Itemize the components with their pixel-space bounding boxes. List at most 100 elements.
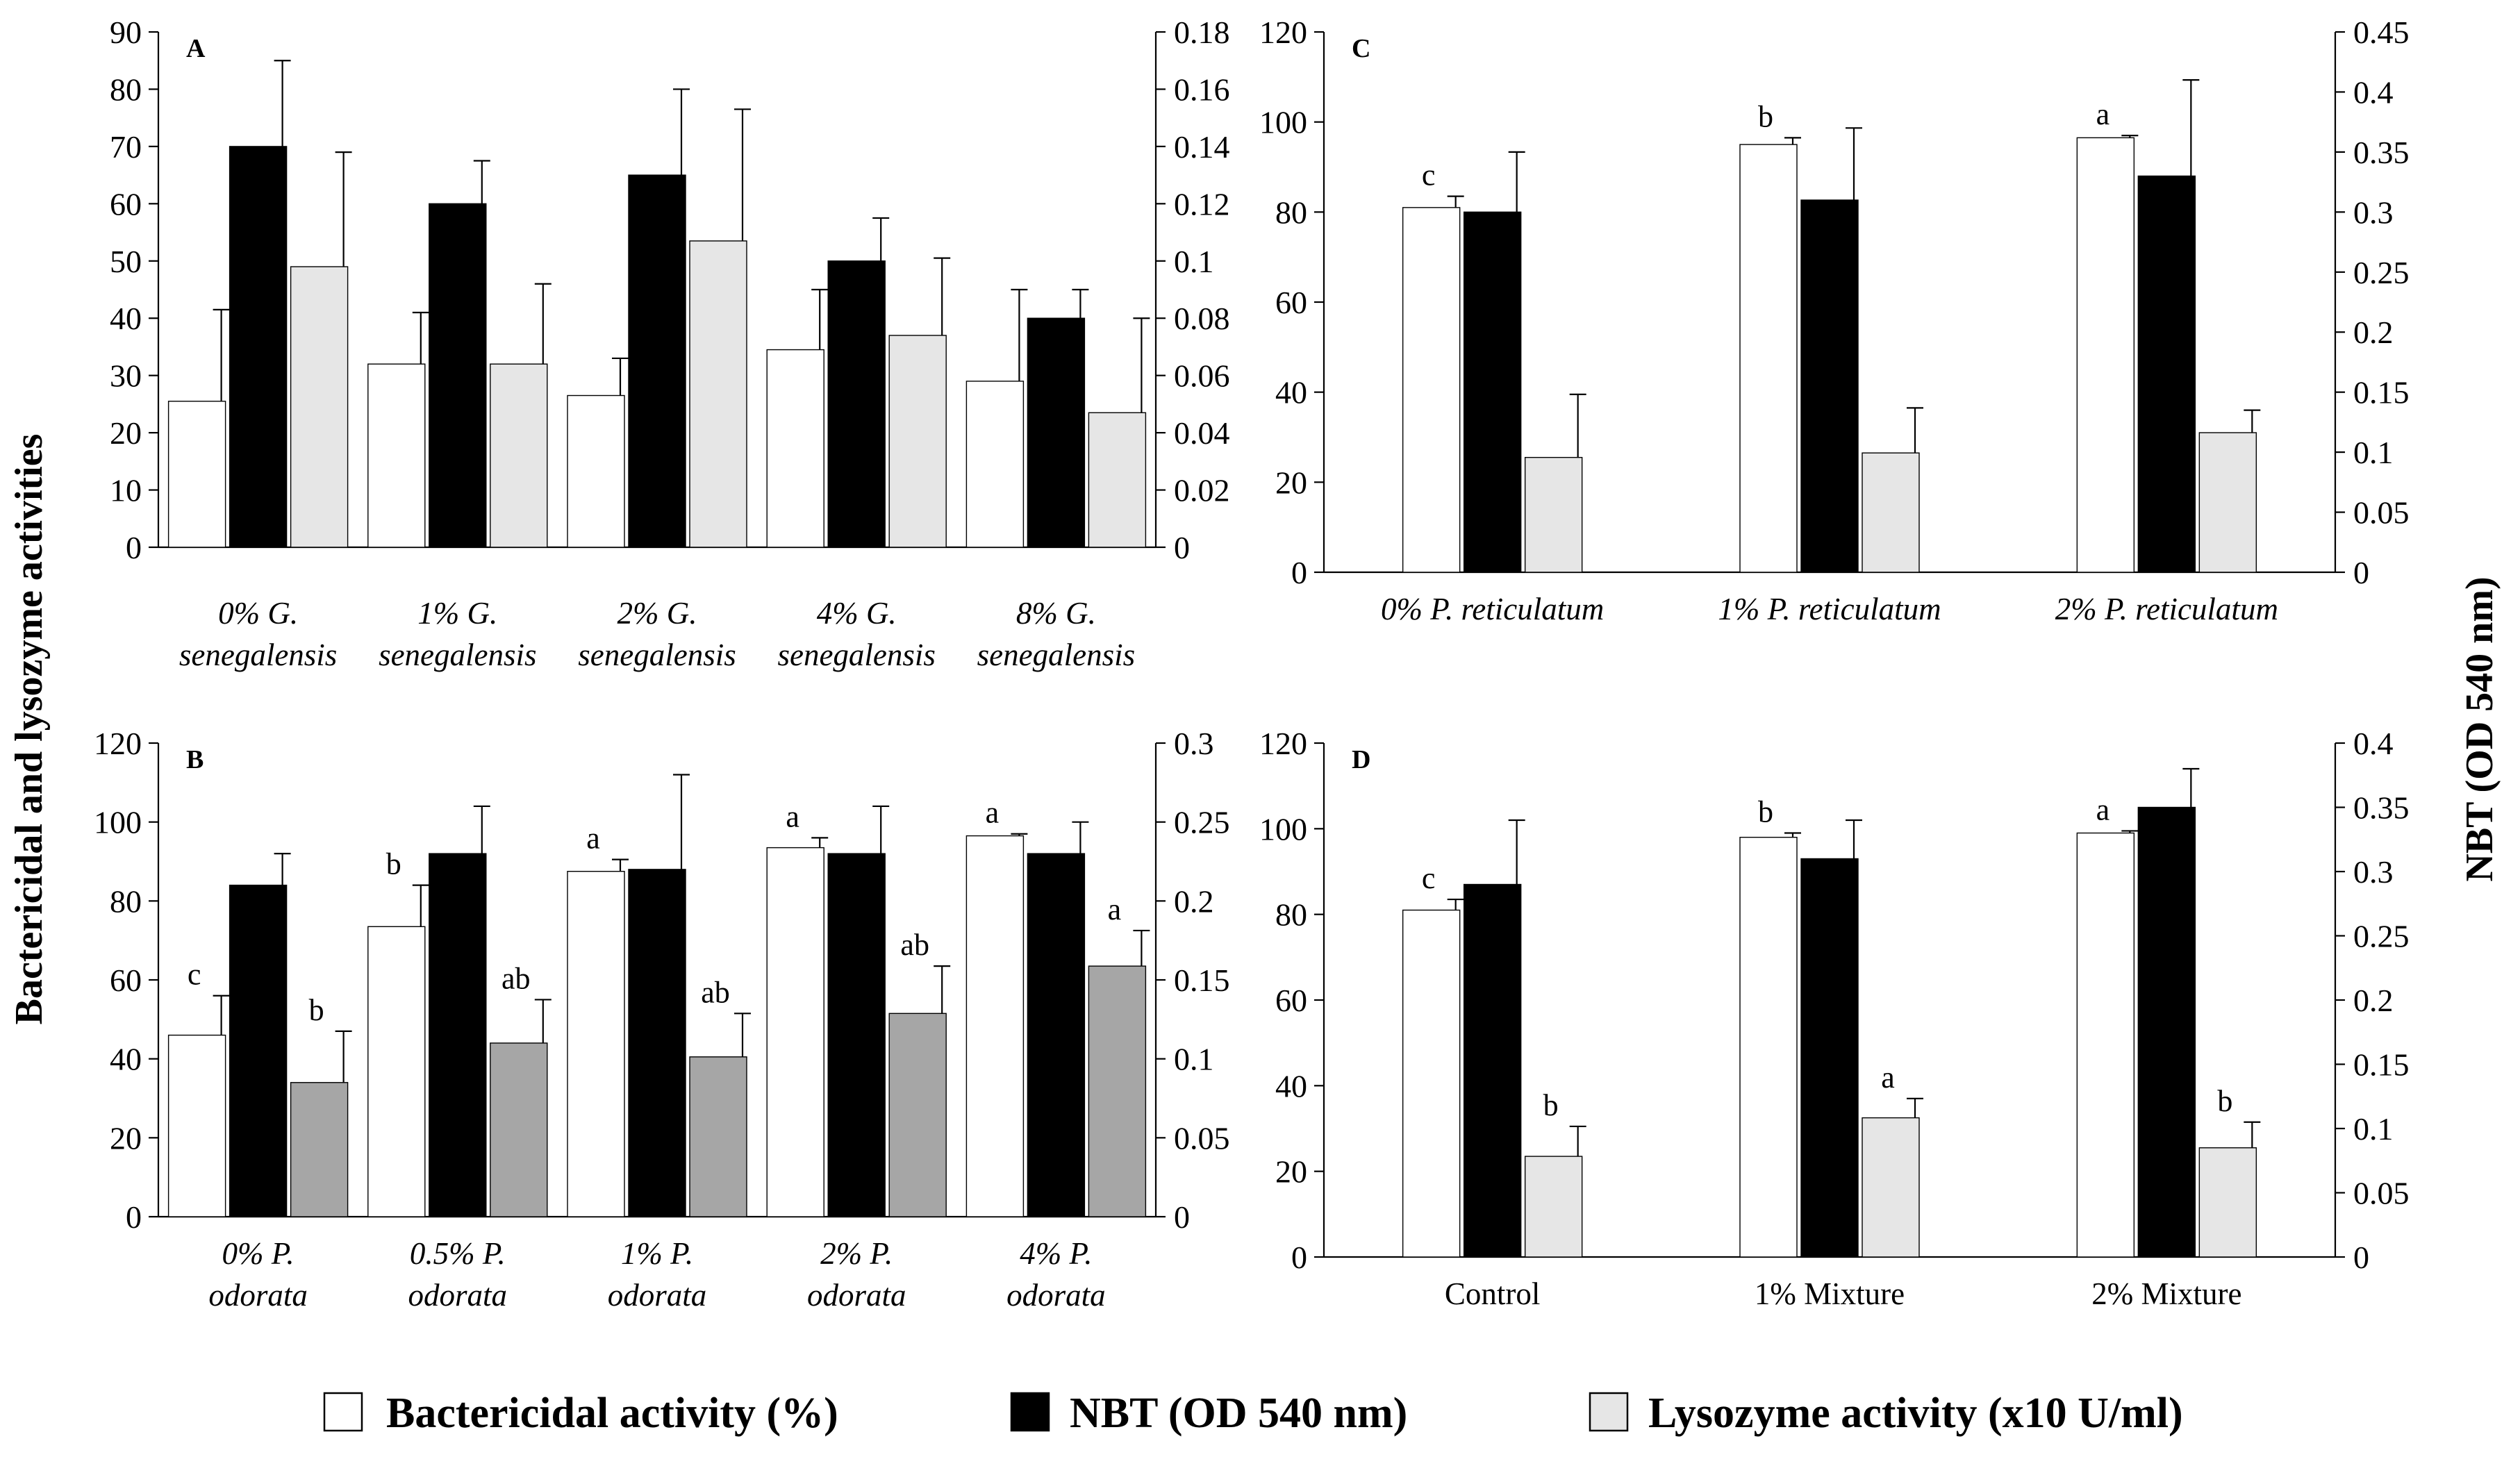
left-tick-label: 20 bbox=[1275, 1154, 1307, 1190]
left-tick-label: 50 bbox=[110, 244, 142, 279]
left-tick-label: 60 bbox=[110, 186, 142, 222]
bar-bactericidal bbox=[367, 363, 426, 548]
right-tick-label: 0.2 bbox=[1174, 883, 1214, 919]
right-tick-label: 0.05 bbox=[1174, 1120, 1230, 1156]
bar-nbt bbox=[429, 203, 487, 548]
right-tick-label: 0.1 bbox=[1174, 1042, 1214, 1077]
legend-label-lysozyme: Lysozyme activity (x10 U/ml) bbox=[1648, 1390, 2183, 1437]
left-tick-label: 20 bbox=[110, 415, 142, 451]
panel-b: 0 20 40 60 80 100 120 0 0.05 0.1 0.15 0.2 0.25 0.3 B 0%… bbox=[94, 726, 1230, 1313]
significance-label: c bbox=[1422, 861, 1436, 895]
category-label: 2% P. bbox=[820, 1236, 893, 1271]
left-tick-label: 0 bbox=[1291, 555, 1307, 590]
bar-bactericidal bbox=[766, 847, 824, 1217]
left-tick-label: 80 bbox=[110, 72, 142, 107]
bar-lysozyme bbox=[1088, 412, 1147, 548]
right-tick-label: 0.14 bbox=[1174, 129, 1230, 165]
right-tick-label: 0.08 bbox=[1174, 301, 1230, 336]
left-tick-label: 40 bbox=[110, 301, 142, 336]
left-tick-label: 60 bbox=[1275, 285, 1307, 320]
legend: Bactericidal activity (%) NBT (OD 540 nm… bbox=[323, 1390, 2183, 1437]
left-tick-label: 0 bbox=[126, 1199, 142, 1235]
right-tick-label: 0 bbox=[2353, 555, 2369, 590]
significance-label: a bbox=[986, 796, 1000, 830]
category-label: odorata bbox=[807, 1278, 906, 1313]
bar-nbt bbox=[1027, 317, 1086, 548]
bar-lysozyme bbox=[1862, 452, 1920, 573]
significance-label: a bbox=[2096, 97, 2110, 131]
bar-nbt bbox=[827, 260, 886, 548]
bar-bactericidal bbox=[1739, 836, 1798, 1258]
right-tick-label: 0.1 bbox=[2353, 435, 2394, 470]
bar-nbt bbox=[628, 174, 686, 548]
legend-swatch-bactericidal bbox=[323, 1392, 363, 1432]
right-tick-label: 0.05 bbox=[2353, 1176, 2410, 1211]
legend-label-nbt: NBT (OD 540 nm) bbox=[1070, 1390, 1407, 1437]
significance-label: c bbox=[1422, 158, 1436, 192]
significance-label: b bbox=[2217, 1084, 2232, 1118]
left-tick-label: 0 bbox=[1291, 1240, 1307, 1275]
category-label: 0% P. bbox=[222, 1236, 295, 1271]
left-tick-label: 20 bbox=[1275, 465, 1307, 500]
bar-bactericidal bbox=[567, 394, 625, 548]
right-axis-label: NBT (OD 540 nm) bbox=[2458, 576, 2501, 881]
bar-lysozyme bbox=[490, 363, 548, 548]
significance-label: b bbox=[1758, 795, 1773, 829]
right-tick-label: 0 bbox=[1174, 1199, 1190, 1235]
category-label: senegalensis bbox=[379, 638, 536, 672]
category-label: senegalensis bbox=[777, 638, 935, 672]
right-tick-label: 0.18 bbox=[1174, 15, 1230, 50]
right-tick-label: 0 bbox=[1174, 530, 1190, 565]
bar-nbt bbox=[229, 146, 288, 548]
category-label: 1% P. reticulatum bbox=[1718, 592, 1941, 626]
right-tick-label: 0.4 bbox=[2353, 726, 2394, 761]
left-tick-label: 40 bbox=[1275, 1068, 1307, 1104]
bar-nbt bbox=[628, 869, 686, 1217]
panel-letter: A bbox=[186, 34, 206, 63]
bar-bactericidal bbox=[1402, 207, 1461, 573]
left-tick-label: 120 bbox=[94, 726, 142, 761]
left-tick-label: 80 bbox=[110, 883, 142, 919]
significance-label: c bbox=[188, 958, 201, 992]
bar-nbt bbox=[1463, 211, 1522, 573]
bar-lysozyme bbox=[1088, 965, 1147, 1217]
left-tick-label: 100 bbox=[1259, 105, 1307, 140]
bar-nbt bbox=[429, 853, 487, 1217]
bar-lysozyme bbox=[290, 266, 349, 548]
bar-bactericidal bbox=[965, 381, 1025, 548]
left-tick-label: 90 bbox=[110, 15, 142, 50]
right-tick-label: 0.15 bbox=[2353, 375, 2410, 410]
bar-lysozyme bbox=[490, 1042, 548, 1217]
significance-label: a bbox=[1881, 1060, 1895, 1094]
bar-lysozyme bbox=[689, 240, 747, 548]
category-label: 0% G. bbox=[218, 596, 298, 631]
right-tick-label: 0.3 bbox=[1174, 726, 1214, 761]
bar-nbt bbox=[2137, 175, 2196, 573]
significance-label: a bbox=[2096, 792, 2110, 826]
right-tick-label: 0.12 bbox=[1174, 186, 1230, 222]
category-label: 2% G. bbox=[617, 596, 697, 631]
significance-label: b bbox=[1543, 1088, 1559, 1122]
category-label: 0% P. reticulatum bbox=[1381, 592, 1604, 626]
right-tick-label: 0.04 bbox=[1174, 415, 1230, 451]
left-tick-label: 20 bbox=[110, 1120, 142, 1156]
bar-lysozyme bbox=[1862, 1117, 1920, 1258]
panel-letter: B bbox=[186, 745, 204, 774]
bar-lysozyme bbox=[2198, 432, 2257, 573]
right-tick-label: 0.2 bbox=[2353, 983, 2394, 1018]
bar-lysozyme bbox=[888, 1013, 947, 1217]
bar-bactericidal bbox=[965, 835, 1025, 1217]
left-tick-label: 120 bbox=[1259, 15, 1307, 50]
bar-lysozyme bbox=[290, 1082, 349, 1217]
bar-nbt bbox=[1800, 858, 1859, 1258]
bar-nbt bbox=[2137, 806, 2196, 1258]
bar-bactericidal bbox=[1739, 144, 1798, 573]
left-tick-label: 40 bbox=[110, 1042, 142, 1077]
right-tick-label: 0.06 bbox=[1174, 358, 1230, 394]
significance-label: b bbox=[309, 993, 324, 1027]
left-tick-label: 60 bbox=[1275, 983, 1307, 1018]
category-label: odorata bbox=[608, 1278, 707, 1313]
bar-nbt bbox=[229, 884, 288, 1217]
category-label: 1% Mixture bbox=[1755, 1276, 1905, 1311]
